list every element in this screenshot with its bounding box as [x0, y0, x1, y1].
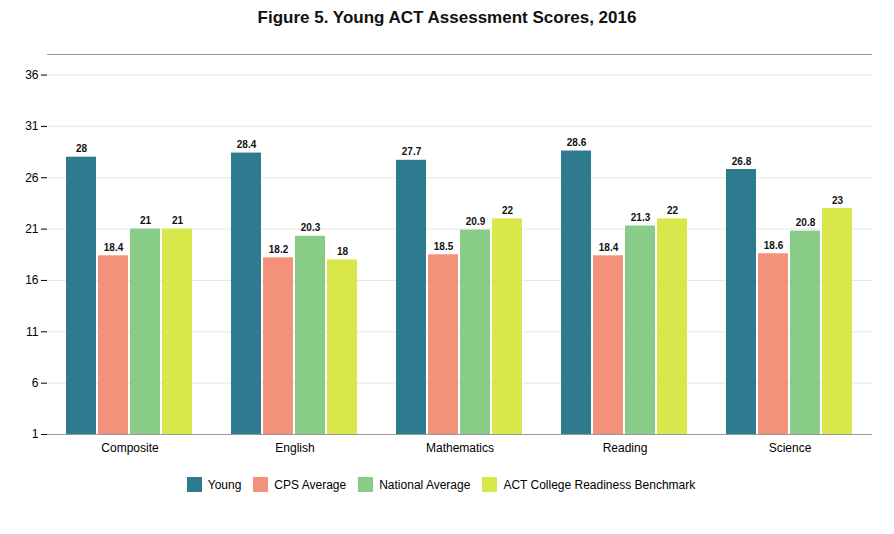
html-text:CPS Average: CPS Average	[274, 477, 347, 492]
svg-text:18.6: 18.6	[764, 240, 784, 251]
svg-text:23: 23	[832, 195, 844, 206]
svg-text:27.7: 27.7	[402, 146, 422, 157]
svg-text:1: 1	[32, 427, 39, 441]
svg-text:18.4: 18.4	[104, 242, 124, 253]
svg-text:21.3: 21.3	[631, 212, 651, 223]
svg-text:28.4: 28.4	[237, 139, 257, 150]
svg-text:22: 22	[502, 205, 514, 216]
svg-text:31: 31	[25, 119, 39, 133]
svg-text:36: 36	[25, 68, 39, 82]
svg-text:21: 21	[25, 222, 39, 236]
html-text:Young: Young	[207, 477, 242, 492]
svg-text:20.9: 20.9	[466, 216, 486, 227]
svg-text:16: 16	[25, 273, 39, 287]
svg-text:Science: Science	[769, 441, 812, 455]
html-text:National Average: National Average	[379, 477, 471, 492]
svg-text:18.2: 18.2	[269, 244, 289, 255]
html-text:ACT College Readiness Benchmar: ACT College Readiness Benchmark	[503, 477, 696, 492]
svg-text:18: 18	[337, 246, 349, 257]
svg-text:18.4: 18.4	[599, 242, 619, 253]
svg-text:6: 6	[32, 376, 39, 390]
svg-text:18.5: 18.5	[434, 241, 454, 252]
svg-text:22: 22	[667, 205, 679, 216]
svg-text:26: 26	[25, 171, 39, 185]
svg-text:Reading: Reading	[603, 441, 648, 455]
html-text:Figure 5. Young ACT Assessment: Figure 5. Young ACT Assessment Scores, 2…	[257, 8, 637, 27]
svg-text:Mathematics: Mathematics	[426, 441, 494, 455]
svg-text:21: 21	[140, 215, 152, 226]
svg-text:Composite: Composite	[101, 441, 159, 455]
svg-text:20.8: 20.8	[796, 217, 816, 228]
svg-text:28.6: 28.6	[567, 137, 587, 148]
svg-text:11: 11	[26, 325, 39, 339]
svg-text:English: English	[275, 441, 314, 455]
svg-text:28: 28	[76, 143, 88, 154]
svg-text:21: 21	[172, 215, 184, 226]
svg-text:26.8: 26.8	[732, 156, 752, 167]
svg-text:20.3: 20.3	[301, 222, 321, 233]
